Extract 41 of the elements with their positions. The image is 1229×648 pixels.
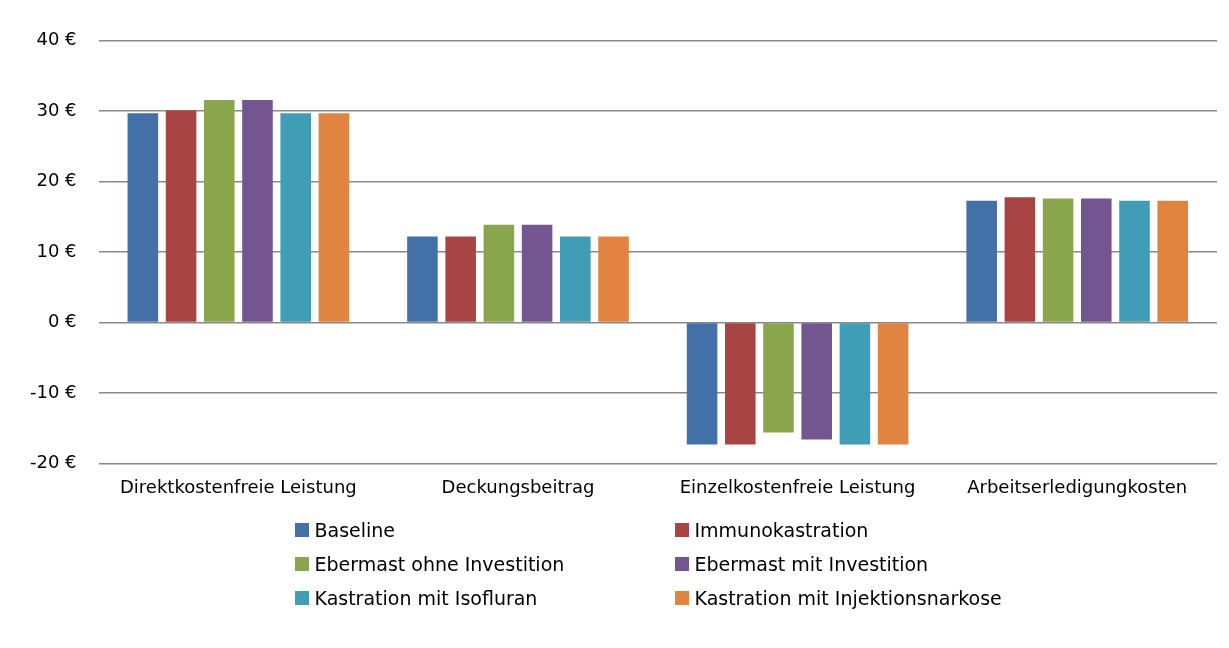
bar bbox=[839, 323, 871, 445]
bar bbox=[1042, 198, 1074, 322]
x-tick-label: Arbeitserledigungkosten bbox=[967, 475, 1188, 497]
bar bbox=[1157, 200, 1189, 322]
bar bbox=[598, 236, 629, 322]
x-tick-label: Direktkostenfreie Leistung bbox=[119, 475, 357, 497]
legend-label: Kastration mit Injektionsnarkose bbox=[694, 587, 1002, 609]
bar bbox=[280, 113, 311, 322]
bar bbox=[1119, 200, 1150, 322]
bar bbox=[877, 323, 909, 445]
y-tick-label: 30 € bbox=[36, 98, 77, 120]
bar bbox=[763, 323, 794, 433]
bar bbox=[203, 99, 235, 322]
bar bbox=[801, 323, 832, 440]
bar bbox=[483, 224, 515, 322]
bar bbox=[724, 323, 756, 445]
bar bbox=[127, 113, 159, 322]
bar bbox=[521, 224, 553, 322]
x-tick-label: Einzelkostenfreie Leistung bbox=[679, 475, 916, 497]
y-tick-label: 10 € bbox=[36, 239, 77, 261]
bar bbox=[686, 323, 718, 445]
y-tick-label: -10 € bbox=[30, 380, 77, 402]
x-tick-label: Deckungsbeitrag bbox=[441, 475, 595, 497]
bar bbox=[560, 236, 591, 322]
legend-label: Baseline bbox=[314, 519, 396, 541]
bar bbox=[966, 200, 997, 322]
bar bbox=[407, 236, 438, 322]
bar bbox=[318, 113, 350, 322]
legend-label: Ebermast ohne Investition bbox=[314, 553, 565, 575]
bar bbox=[165, 110, 197, 322]
bar bbox=[1004, 197, 1036, 322]
bar bbox=[1081, 198, 1112, 322]
y-tick-label: 40 € bbox=[36, 28, 77, 50]
y-tick-label: -20 € bbox=[30, 451, 77, 473]
bar bbox=[445, 236, 476, 322]
legend-label: Kastration mit Isofluran bbox=[314, 587, 538, 609]
y-tick-label: 20 € bbox=[36, 169, 77, 191]
y-tick-label: 0 € bbox=[47, 310, 77, 332]
bar bbox=[242, 99, 273, 322]
legend-label: Ebermast mit Investition bbox=[694, 553, 929, 575]
legend-label: Immunokastration bbox=[694, 519, 869, 541]
